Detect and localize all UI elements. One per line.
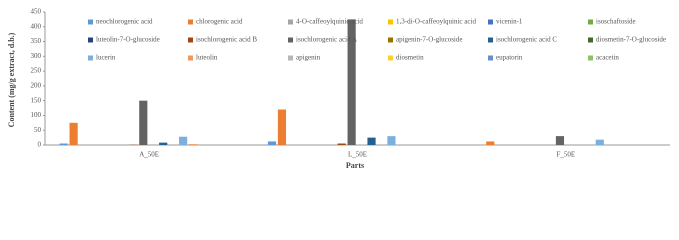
x-tick-label: A_50E — [139, 151, 159, 159]
bar — [555, 136, 565, 145]
legend-label: luteolin-7-O-glucoside — [96, 36, 160, 44]
legend-label: chlorogenic acid — [196, 18, 243, 26]
y-tick-label: 200 — [31, 81, 42, 89]
legend-swatch — [188, 55, 193, 61]
bar — [387, 136, 396, 145]
legend-swatch — [88, 55, 93, 61]
legend-swatch — [188, 19, 193, 25]
legend-swatch — [288, 19, 293, 25]
legend-swatch — [388, 55, 393, 61]
bar — [337, 143, 346, 145]
bar — [179, 136, 188, 145]
bar — [486, 141, 495, 145]
legend-swatch — [288, 37, 293, 43]
legend-swatch — [88, 37, 93, 43]
legend-label: acacetin — [596, 54, 619, 62]
legend-label: neochlorogenic acid — [96, 18, 153, 26]
legend-swatch — [388, 19, 393, 25]
bar — [139, 100, 148, 145]
legend-label: apigenin — [296, 54, 321, 62]
legend-label: isochlorogenic acid C — [496, 36, 557, 44]
legend-label: isochlorogenic acid B — [196, 36, 257, 44]
legend-label: apigenin-7-O-glucoside — [396, 36, 462, 44]
x-axis-title: Parts — [346, 161, 364, 170]
legend-swatch — [88, 19, 93, 25]
legend-label: vicenin-1 — [496, 18, 523, 26]
y-tick-label: 250 — [31, 67, 42, 75]
legend-label: diosmetin-7-O-glucoside — [596, 36, 666, 44]
y-tick-label: 50 — [34, 126, 42, 134]
chart: Content (mg/g extract, d.b.) Parts 0 50 10… — [7, 8, 670, 170]
bar — [59, 143, 68, 145]
y-tick-label: 350 — [31, 37, 42, 45]
bar — [367, 137, 376, 145]
bar — [188, 144, 198, 145]
y-tick-label: 400 — [31, 22, 42, 30]
legend-swatch — [588, 19, 593, 25]
legend-swatch — [288, 55, 293, 61]
legend-swatch — [588, 55, 593, 61]
bar — [69, 122, 78, 145]
legend-label: isoschaftoside — [596, 18, 636, 26]
legend-swatch — [488, 37, 493, 43]
legend-swatch — [488, 19, 493, 25]
legend-label: diosmetin — [396, 54, 424, 62]
legend-swatch — [488, 55, 493, 61]
bar — [277, 109, 287, 145]
legend-label: isochlorogenic acid A — [296, 36, 357, 44]
bar — [595, 139, 604, 145]
y-tick-label: 100 — [31, 111, 42, 119]
legend-swatch — [188, 37, 193, 43]
x-tick-label: F_50E — [556, 151, 575, 159]
y-tick-label: 0 — [38, 141, 42, 149]
legend-label: 1,3-di-O-caffeoylquinic acid — [396, 18, 476, 26]
y-tick-label: 150 — [31, 96, 42, 104]
legend-swatch — [588, 37, 593, 43]
x-tick-label: L_50E — [348, 151, 367, 159]
legend-label: luteolin — [196, 54, 218, 62]
bar — [159, 142, 168, 145]
legend-label: 4-O-caffeoylquinic acid — [296, 18, 363, 26]
legend-swatch — [388, 37, 393, 43]
y-axis-title: Content (mg/g extract, d.b.) — [7, 32, 16, 127]
legend-label: lucerin — [96, 54, 116, 62]
legend-label: eupatorin — [496, 54, 523, 62]
y-tick-label: 300 — [31, 52, 42, 60]
y-tick-label: 450 — [31, 8, 42, 16]
bar — [267, 141, 277, 145]
bar — [347, 19, 356, 146]
